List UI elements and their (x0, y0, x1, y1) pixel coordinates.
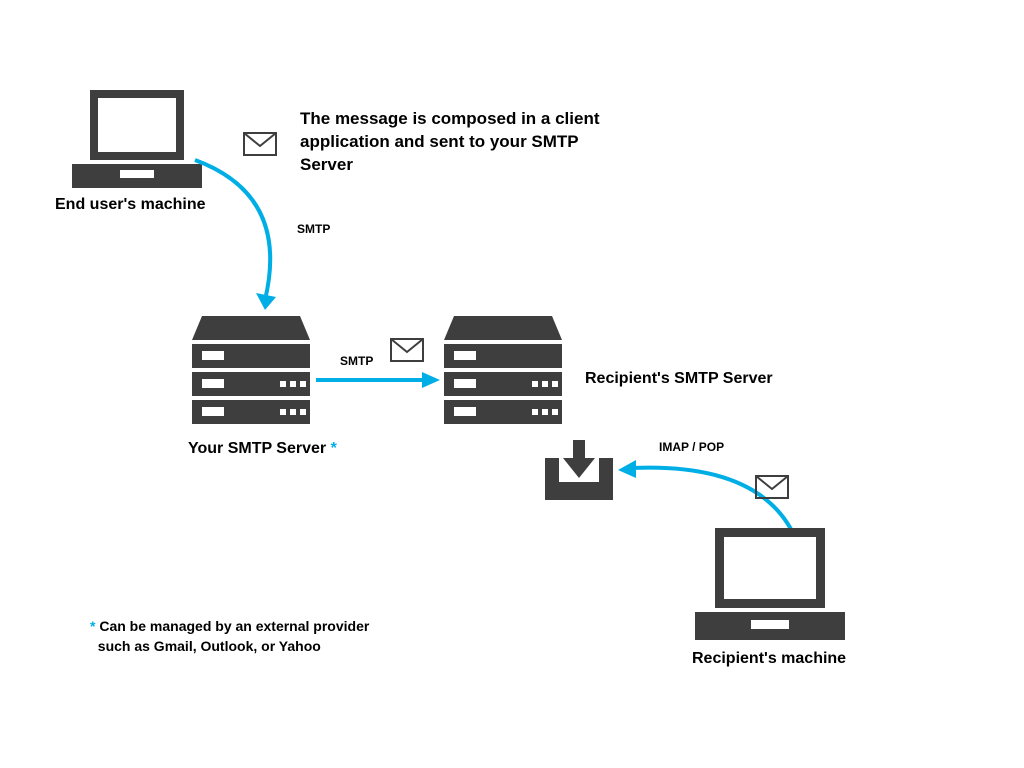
server-icon (444, 316, 562, 426)
envelope-icon (755, 475, 789, 499)
envelope-icon (243, 132, 277, 156)
recipient-smtp-label: Recipient's SMTP Server (585, 370, 773, 388)
envelope-icon (390, 338, 424, 362)
laptop-icon (695, 528, 845, 640)
laptop-icon (72, 90, 202, 188)
your-smtp-label-text: Your SMTP Server (188, 440, 326, 457)
recipient-machine-label: Recipient's machine (692, 650, 846, 668)
protocol-smtp-1: SMTP (297, 222, 330, 236)
footnote-text: * Can be managed by an external provider… (90, 617, 369, 656)
protocol-imap-pop: IMAP / POP (659, 440, 724, 454)
asterisk-icon: * (331, 440, 337, 457)
description-text: The message is composed in a client appl… (300, 108, 600, 177)
footnote-asterisk: * (90, 618, 95, 634)
arrow-1 (190, 155, 310, 315)
your-smtp-label: Your SMTP Server * (188, 440, 337, 458)
footnote-line2: such as Gmail, Outlook, or Yahoo (98, 638, 321, 654)
footnote-line1: Can be managed by an external provider (99, 618, 369, 634)
arrow-2 (316, 370, 440, 390)
server-icon (192, 316, 310, 426)
inbox-icon (545, 440, 613, 500)
protocol-smtp-2: SMTP (340, 354, 373, 368)
end-user-label: End user's machine (55, 196, 206, 214)
